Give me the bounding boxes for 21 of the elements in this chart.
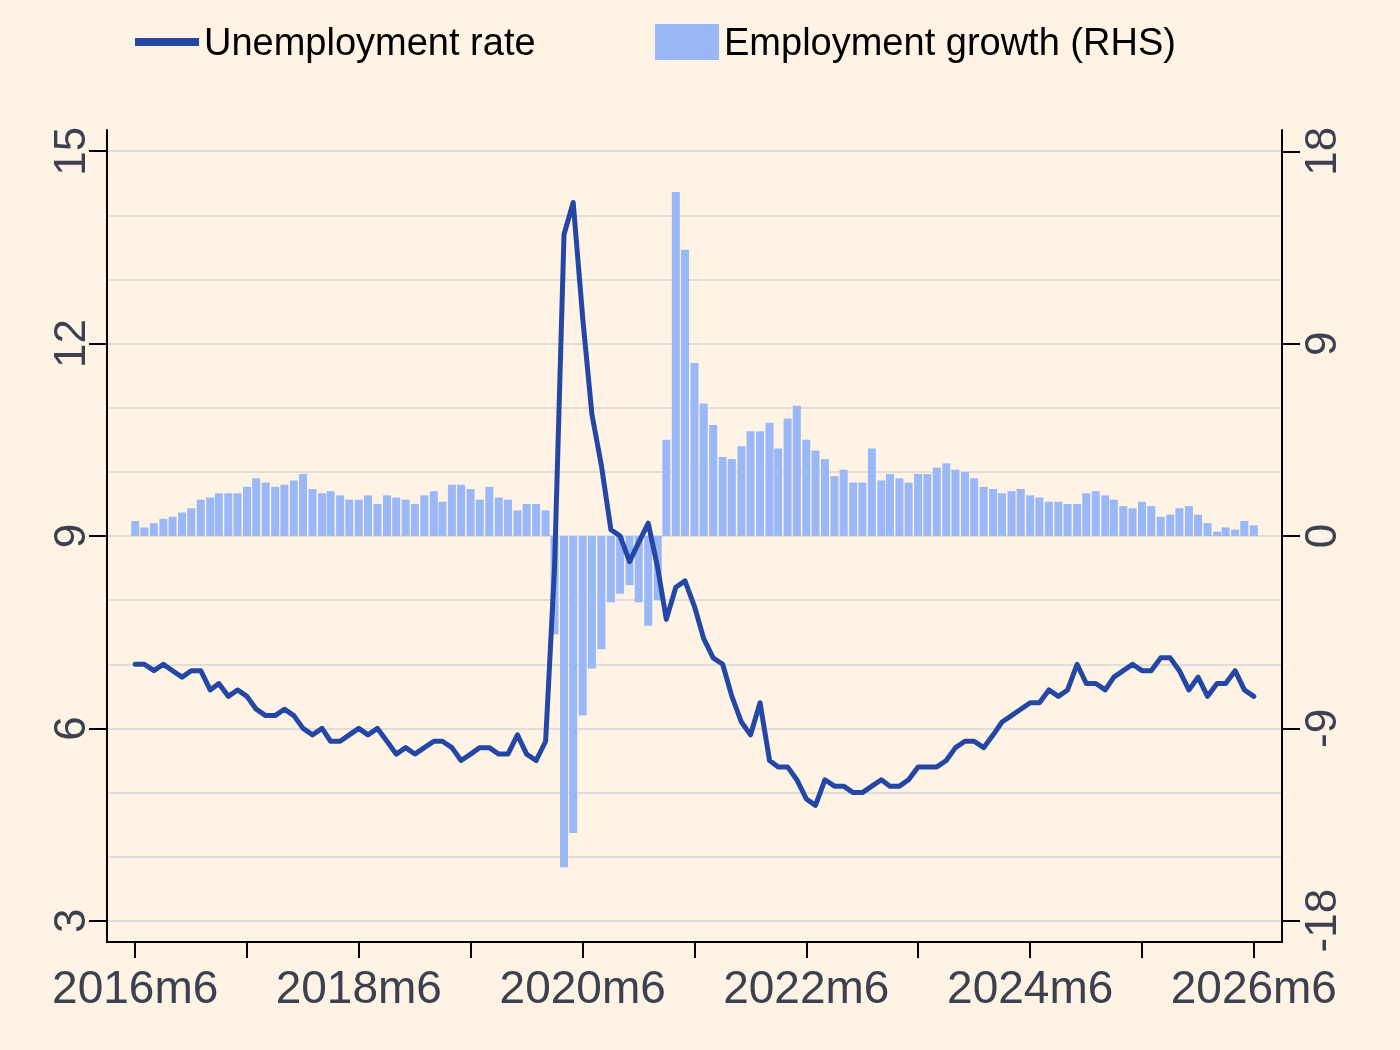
y-tick-label: 12 [44, 319, 94, 369]
legend-label: Unemployment rate [204, 21, 536, 63]
y2-tick-label: -9 [1295, 708, 1345, 748]
y-tick-label: 3 [44, 908, 94, 934]
x-tick-label: 2020m6 [499, 961, 666, 1013]
y2-tick-label: -18 [1295, 888, 1345, 953]
y-tick-label: 6 [44, 716, 94, 741]
x-tick-label: 2026m6 [1170, 961, 1337, 1013]
bar [662, 439, 671, 536]
y-tick-label: 9 [44, 523, 94, 549]
y2-tick-label: 0 [1295, 523, 1345, 549]
x-tick-label: 2022m6 [723, 961, 890, 1013]
x-tick-label: 2016m6 [52, 961, 219, 1013]
bar [541, 510, 550, 536]
y2-tick-label: 9 [1295, 331, 1345, 356]
y-tick-label: 15 [44, 126, 94, 176]
legend-label: Employment growth (RHS) [724, 21, 1176, 63]
x-tick-label: 2018m6 [275, 961, 442, 1013]
y2-tick-label: 18 [1295, 126, 1345, 176]
x-tick-label: 2024m6 [947, 961, 1114, 1013]
bar [1249, 525, 1258, 536]
